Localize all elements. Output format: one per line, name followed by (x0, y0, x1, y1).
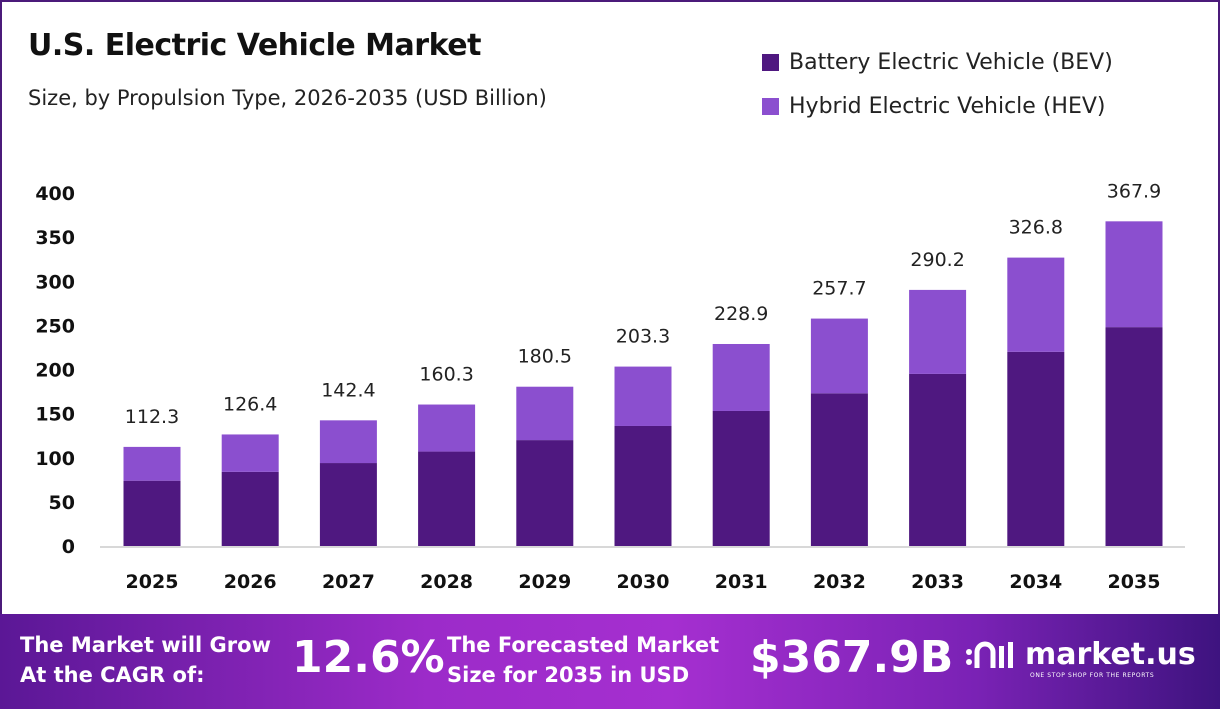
bar-hev-2028 (418, 404, 476, 452)
bar-hev-2034 (1007, 257, 1065, 352)
bar-bev-2027 (319, 463, 377, 546)
legend-item-bev: Battery Electric Vehicle (BEV) (762, 40, 1113, 84)
y-tick-label: 100 (35, 448, 75, 470)
forecast-value: $367.9B (750, 632, 954, 683)
data-label-2026: 126.4 (223, 393, 277, 415)
legend: Battery Electric Vehicle (BEV) Hybrid El… (762, 40, 1113, 128)
legend-swatch-hev (762, 97, 779, 115)
bar-bev-2026 (221, 471, 279, 546)
y-tick-label: 300 (35, 271, 75, 293)
data-label-2028: 160.3 (419, 364, 473, 386)
y-tick-label: 0 (62, 536, 75, 558)
bar-bev-2030 (614, 425, 672, 546)
forecast-label: The Forecasted Market Size for 2035 in US… (447, 630, 719, 690)
forecast-label-line2: Size for 2035 in USD (447, 663, 690, 687)
x-tick-label: 2027 (322, 571, 375, 593)
cagr-value: 12.6% (292, 632, 445, 683)
data-label-2030: 203.3 (616, 326, 670, 348)
brand-tagline: ONE STOP SHOP FOR THE REPORTS (1030, 672, 1155, 679)
legend-label-hev: Hybrid Electric Vehicle (HEV) (789, 93, 1106, 119)
data-label-2034: 326.8 (1009, 217, 1063, 239)
bar-hev-2033 (909, 289, 967, 374)
data-label-2035: 367.9 (1107, 180, 1161, 202)
x-tick-label: 2035 (1108, 571, 1161, 593)
bar-hev-2032 (810, 318, 868, 394)
bar-hev-2027 (319, 420, 377, 464)
bar-hev-2026 (221, 434, 279, 472)
chart-subtitle: Size, by Propulsion Type, 2026-2035 (USD… (28, 86, 547, 110)
forecast-label-line1: The Forecasted Market (447, 633, 720, 657)
x-tick-label: 2030 (617, 571, 670, 593)
y-tick-label: 400 (35, 183, 75, 205)
legend-label-bev: Battery Electric Vehicle (BEV) (789, 49, 1113, 75)
bar-bev-2035 (1105, 327, 1163, 546)
cagr-label-line1: The Market will Grow (20, 633, 271, 657)
footer-banner: The Market will Grow At the CAGR of: 12.6… (0, 614, 1220, 709)
y-tick-label: 200 (35, 360, 75, 382)
y-tick-label: 250 (35, 315, 75, 337)
bar-bev-2034 (1007, 351, 1065, 546)
legend-item-hev: Hybrid Electric Vehicle (HEV) (762, 84, 1113, 128)
bar-chart: 0 50 100 150 200 250 300 350 400 112.3 2025 126.4 20… (35, 180, 1185, 593)
x-tick-label: 2026 (224, 571, 277, 593)
data-label-2032: 257.7 (812, 278, 866, 300)
y-tick-label: 50 (49, 492, 75, 514)
bar-bev-2033 (909, 373, 967, 546)
x-tick-label: 2031 (715, 571, 768, 593)
bar-hev-2025 (123, 446, 181, 481)
market-us-logo-icon (966, 641, 1013, 668)
bar-hev-2030 (614, 366, 672, 426)
data-label-2029: 180.5 (518, 346, 572, 368)
bar-hev-2029 (516, 386, 574, 441)
brand-name: market.us (1025, 637, 1196, 672)
x-tick-label: 2034 (1009, 571, 1062, 593)
bar-bev-2025 (123, 480, 181, 546)
x-tick-label: 2029 (518, 571, 571, 593)
x-tick-label: 2033 (911, 571, 964, 593)
bar-hev-2035 (1105, 221, 1163, 328)
data-label-2025: 112.3 (125, 406, 179, 428)
x-tick-label: 2032 (813, 571, 866, 593)
brand-logo: market.us (965, 640, 1196, 670)
cagr-label-line2: At the CAGR of: (20, 663, 205, 687)
cagr-label: The Market will Grow At the CAGR of: (20, 630, 271, 690)
data-label-2033: 290.2 (910, 249, 964, 271)
bar-bev-2028 (418, 451, 476, 546)
y-tick-label: 350 (35, 227, 75, 249)
bar-hev-2031 (712, 343, 770, 411)
data-label-2031: 228.9 (714, 303, 768, 325)
bar-bev-2032 (810, 393, 868, 546)
y-tick-label: 150 (35, 404, 75, 426)
legend-swatch-bev (762, 53, 779, 71)
bar-bev-2031 (712, 410, 770, 546)
x-tick-label: 2025 (126, 571, 179, 593)
chart-title: U.S. Electric Vehicle Market (28, 28, 481, 63)
x-tick-label: 2028 (420, 571, 473, 593)
bar-bev-2029 (516, 440, 574, 546)
data-label-2027: 142.4 (321, 379, 375, 401)
